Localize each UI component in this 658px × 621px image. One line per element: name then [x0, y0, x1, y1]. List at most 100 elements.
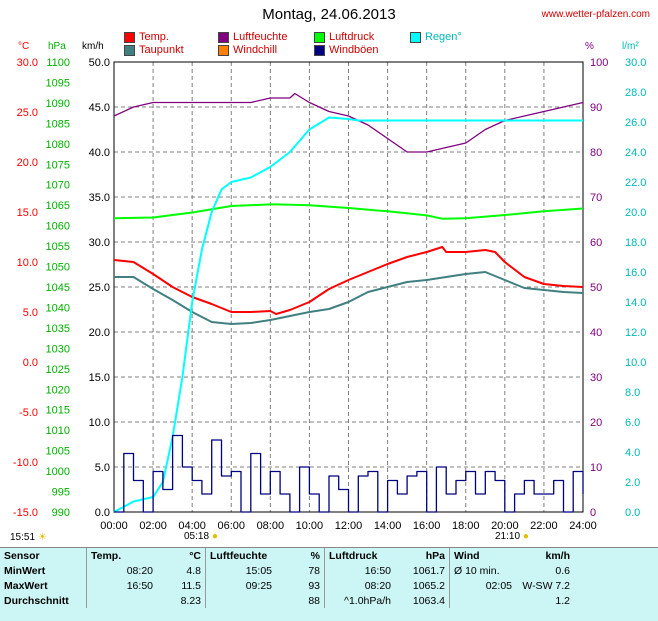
site-link[interactable]: www.wetter-pfalzen.com — [541, 9, 650, 20]
legend-pressure: Luftdruck — [314, 31, 374, 43]
rain-tick-label: 0.0 — [625, 507, 640, 519]
temp-tick-label: 20.0 — [17, 157, 38, 169]
series-line-temp — [114, 271, 584, 325]
pressure-tick-label: 1095 — [46, 77, 70, 89]
legend-dewpoint: Taupunkt — [124, 44, 184, 56]
pressure-tick-label: 1050 — [46, 262, 70, 274]
legend-swatch — [124, 31, 135, 43]
x-tick-label: 22:00 — [530, 520, 558, 532]
humidity-axis-unit: % — [585, 41, 594, 52]
wind-tick-label: 5.0 — [95, 462, 110, 474]
temp-tick-label: 10.0 — [17, 257, 38, 269]
temp-tick-label: -15.0 — [13, 507, 38, 519]
x-tick-label: 14:00 — [374, 520, 402, 532]
pressure-tick-label: 1040 — [46, 302, 70, 314]
x-tick-label: 04:00 — [178, 520, 206, 532]
humidity-tick-label: 100 — [590, 57, 608, 69]
legend-swatch — [314, 44, 325, 56]
weather-chart: 30.0 25.0 20.0 15.0 10.0 5.0 0.0 -5.0 -10.0 -15.0… — [13, 57, 647, 532]
series-line-humidity — [113, 92, 584, 153]
humidity-tick-label: 0 — [590, 507, 596, 519]
wind-tick-label: 10.0 — [89, 417, 110, 429]
now-marker-label: 15:51 ☀ — [10, 532, 47, 543]
legend-swatch — [218, 44, 229, 56]
rain-tick-label: 8.0 — [625, 387, 640, 399]
legend-windchill: Windchill — [218, 44, 277, 56]
temp-tick-label: 15.0 — [17, 207, 38, 219]
rain-tick-label: 6.0 — [625, 417, 640, 429]
rain-tick-label: 26.0 — [625, 117, 646, 129]
sunrise-label: 05:18 ● — [184, 531, 218, 542]
legend-swatch — [314, 31, 325, 43]
temp-tick-label: 5.0 — [23, 307, 38, 319]
legend-swatch — [410, 31, 421, 43]
pressure-tick-label: 1065 — [46, 200, 70, 212]
wind-tick-label: 25.0 — [89, 282, 110, 294]
legend-swatch — [218, 31, 229, 43]
rain-tick-label: 20.0 — [625, 207, 646, 219]
summary-header-row: Sensor Temp. °C Luftfeuchte % Luftdruck … — [4, 548, 570, 563]
pressure-tick-label: 1080 — [46, 139, 70, 151]
x-tick-label: 20:00 — [491, 520, 519, 532]
pressure-tick-label: 1100 — [46, 57, 70, 69]
summary-row-max: MaxWert 16:50 11.5 09:25 93 08:20 1065.2… — [4, 578, 570, 593]
temp-tick-label: 30.0 — [17, 57, 38, 69]
temp-tick-label: -5.0 — [19, 407, 38, 419]
pressure-tick-label: 995 — [52, 487, 70, 499]
x-tick-label: 00:00 — [100, 520, 128, 532]
pressure-tick-label: 1005 — [46, 446, 70, 458]
pressure-tick-label: 1070 — [46, 180, 70, 192]
humidity-tick-label: 80 — [590, 147, 602, 159]
rain-tick-label: 30.0 — [625, 57, 646, 69]
humidity-tick-label: 70 — [590, 192, 602, 204]
wind-tick-label: 35.0 — [89, 192, 110, 204]
pressure-tick-label: 1025 — [46, 364, 70, 376]
rain-tick-label: 12.0 — [625, 327, 646, 339]
summary-table: Sensor Temp. °C Luftfeuchte % Luftdruck … — [0, 547, 658, 621]
legend-rain: Regen° — [410, 31, 462, 43]
temp-tick-label: 0.0 — [23, 357, 38, 369]
pressure-tick-label: 1055 — [46, 241, 70, 253]
chart-title: Montag, 24.06.2013 — [262, 6, 396, 23]
pressure-tick-label: 1010 — [46, 425, 70, 437]
legend-swatch — [124, 44, 135, 56]
pressure-tick-label: 1060 — [46, 221, 70, 233]
humidity-tick-label: 30 — [590, 372, 602, 384]
rain-tick-label: 28.0 — [625, 87, 646, 99]
wind-tick-label: 45.0 — [89, 102, 110, 114]
series-line-wind — [114, 434, 584, 513]
humidity-tick-label: 50 — [590, 282, 602, 294]
legend-gusts: Windböen — [314, 44, 379, 56]
rain-tick-label: 10.0 — [625, 357, 646, 369]
rain-tick-label: 14.0 — [625, 297, 646, 309]
summary-row-avg: Durchschnitt 8.23 88 ^1.0hPa/h 1063.4 1.… — [4, 593, 570, 608]
wind-axis-unit: km/h — [82, 41, 104, 52]
rain-tick-label: 2.0 — [625, 477, 640, 489]
humidity-tick-label: 20 — [590, 417, 602, 429]
x-tick-label: 16:00 — [413, 520, 441, 532]
pressure-tick-label: 990 — [52, 507, 70, 519]
wind-tick-label: 20.0 — [89, 327, 110, 339]
series-line-temp — [113, 246, 584, 315]
rain-tick-label: 16.0 — [625, 267, 646, 279]
x-tick-label: 08:00 — [257, 520, 285, 532]
wind-tick-label: 30.0 — [89, 237, 110, 249]
wind-tick-label: 50.0 — [89, 57, 110, 69]
humidity-tick-label: 10 — [590, 462, 602, 474]
pressure-tick-label: 1015 — [46, 405, 70, 417]
humidity-tick-label: 60 — [590, 237, 602, 249]
rain-tick-label: 4.0 — [625, 447, 640, 459]
x-tick-label: 06:00 — [217, 520, 245, 532]
pressure-tick-label: 1000 — [46, 466, 70, 478]
x-tick-label: 24:00 — [569, 520, 597, 532]
pressure-tick-label: 1085 — [46, 118, 70, 130]
x-tick-label: 02:00 — [139, 520, 167, 532]
pressure-tick-label: 1090 — [46, 98, 70, 110]
wind-tick-label: 0.0 — [95, 507, 110, 519]
legend-temp: Temp. — [124, 31, 169, 43]
series-line-pressure — [113, 203, 584, 220]
pressure-tick-label: 1020 — [46, 384, 70, 396]
rain-axis-unit: l/m² — [622, 41, 639, 52]
pressure-tick-label: 1075 — [46, 159, 70, 171]
pressure-tick-label: 1030 — [46, 343, 70, 355]
